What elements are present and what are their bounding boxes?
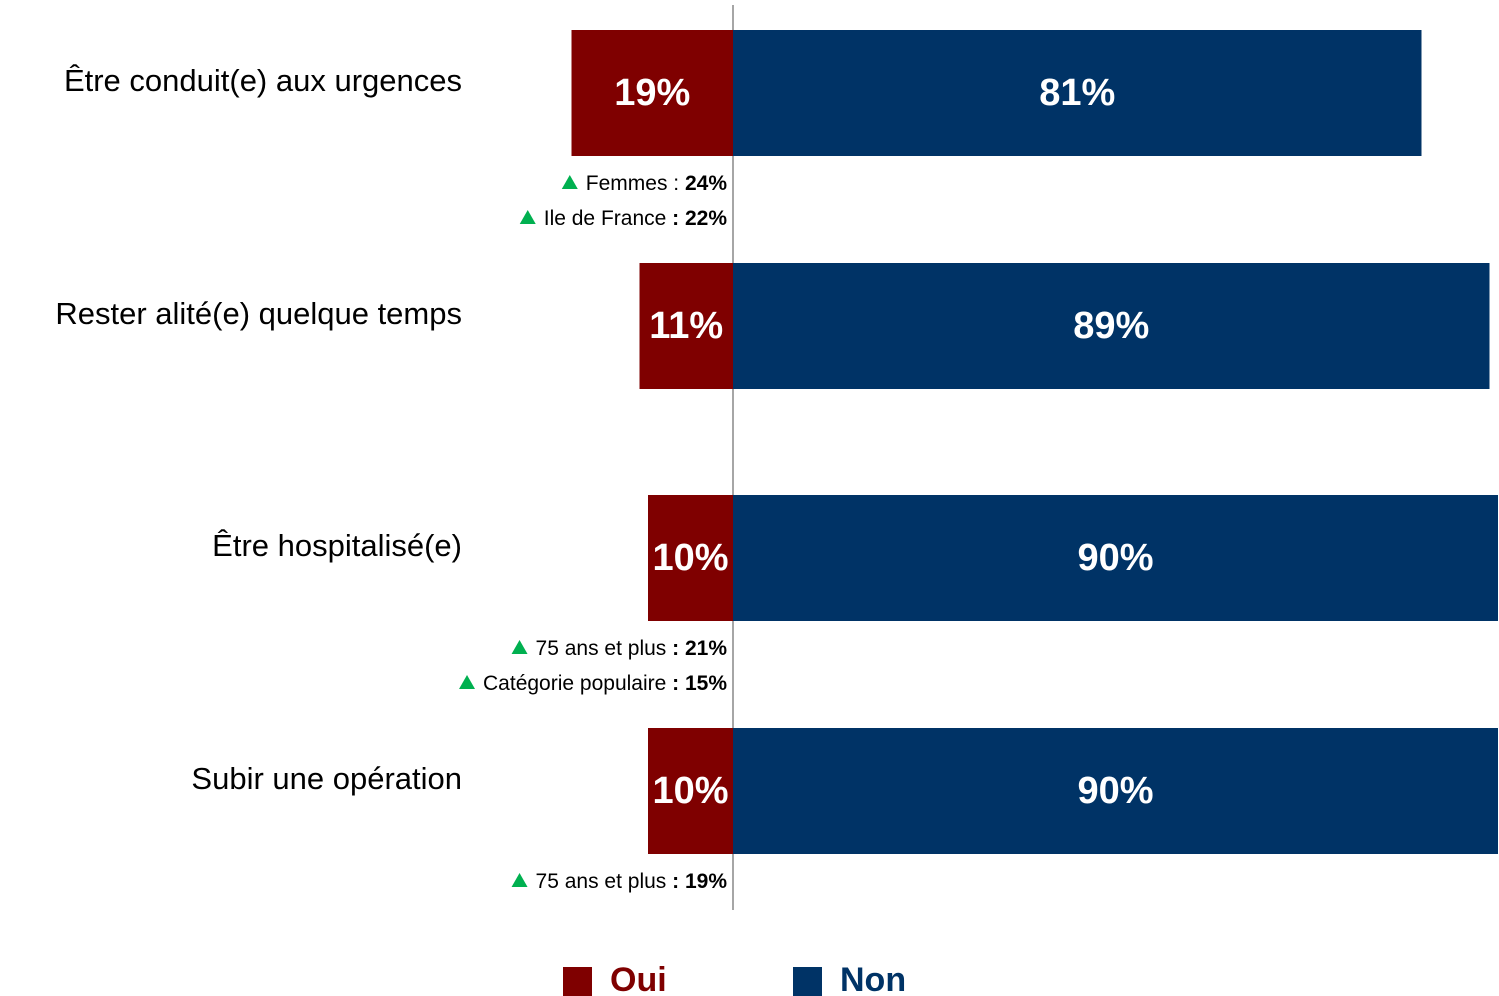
up-triangle: [459, 675, 476, 689]
annotation: 75 ans et plus : 19%: [536, 870, 728, 893]
legend-swatch: [563, 967, 592, 996]
bar: [733, 263, 1490, 389]
annotation: 75 ans et plus : 21%: [536, 637, 728, 660]
bar: [571, 30, 733, 156]
bar: [733, 728, 1498, 854]
annotation: Femmes : 24%: [586, 172, 728, 195]
legend-label: Non: [840, 961, 906, 996]
bar: [733, 30, 1422, 156]
value-label: 90%: [1077, 770, 1153, 812]
annotation-value: : 15%: [672, 672, 727, 695]
annotation-text: Femmes :: [586, 172, 685, 195]
category-label: Être conduit(e) aux urgences: [64, 63, 462, 98]
category-label: Être hospitalisé(e): [212, 528, 462, 563]
annotation-value: : 22%: [672, 207, 727, 230]
up-triangle: [511, 873, 528, 887]
category-label: Subir une opération: [191, 761, 462, 796]
bar: [648, 495, 733, 621]
legend-label: Oui: [610, 961, 667, 996]
bar: [648, 728, 733, 854]
legend-swatch: [793, 967, 822, 996]
up-triangle: [561, 175, 578, 189]
value-label: 10%: [652, 770, 728, 812]
annotation-text: Catégorie populaire: [483, 672, 672, 695]
annotation-text: 75 ans et plus: [536, 870, 673, 893]
value-label: 90%: [1077, 537, 1153, 579]
value-label: 19%: [614, 72, 690, 114]
bar: [733, 495, 1498, 621]
annotation: Catégorie populaire : 15%: [483, 672, 727, 695]
annotation-text: 75 ans et plus: [536, 637, 673, 660]
annotation: Ile de France : 22%: [544, 207, 728, 230]
annotation-text: Ile de France: [544, 207, 672, 230]
category-label: Rester alité(e) quelque temps: [55, 296, 462, 331]
up-triangle: [511, 640, 528, 654]
annotation-value: : 21%: [672, 637, 727, 660]
value-label: 81%: [1039, 72, 1115, 114]
value-label: 10%: [652, 537, 728, 579]
up-triangle: [519, 210, 536, 224]
value-label: 11%: [649, 305, 723, 347]
value-label: 89%: [1073, 305, 1149, 347]
annotation-value: 24%: [685, 172, 727, 195]
bar: [639, 263, 733, 389]
annotation-value: : 19%: [672, 870, 727, 893]
